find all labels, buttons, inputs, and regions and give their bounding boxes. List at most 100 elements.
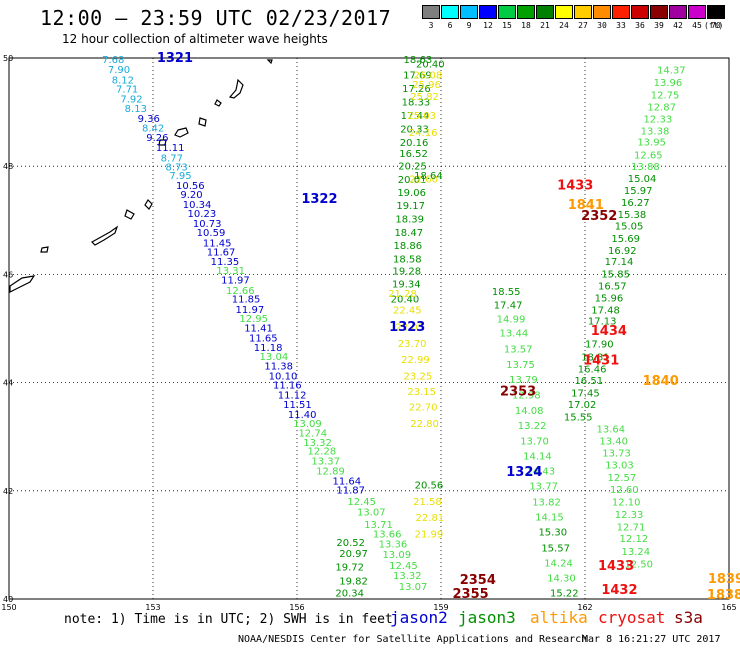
wave-height-value: 13.66 [373,529,402,540]
pass-labels: 1321 1322 1323 1324 1433 1434 1431 1433 1432 1841… [157,51,740,603]
wave-height-value: 11.97 [221,276,250,287]
wave-height-value: 20.16 [400,138,429,149]
wave-height-value: 11.67 [207,247,236,258]
wave-height-value: 19.06 [397,188,426,199]
island-outline [214,99,222,107]
wave-height-value: 20.56 [415,481,444,492]
wave-height-value: 11.85 [232,295,261,306]
pass-label: 1839 [708,572,740,587]
wave-height-value: 7.92 [120,94,142,105]
wave-height-value: 22.99 [401,355,430,366]
wave-height-value: 18.58 [393,254,422,265]
wave-height-value: 14.15 [535,513,564,524]
scale-tick-label: 70 [711,21,721,30]
wave-height-value: 20.33 [400,125,429,136]
pass-label: 2354 [460,573,496,588]
lon-tick-label: 153 [145,603,160,612]
wave-height-value: 13.36 [379,540,408,551]
wave-height-value: 8.77 [161,153,183,164]
wave-height-value: 12.75 [651,91,680,102]
wave-height-value: 13.32 [393,571,422,582]
wave-height-value: 17.02 [568,400,597,411]
wave-height-value: 10.10 [269,371,298,382]
island-outline [158,139,167,146]
wave-height-value: 13.77 [529,482,558,493]
wave-height-value: 22.80 [410,419,439,430]
wave-height-value: 26.08 [414,71,443,82]
pass-label: 1838 [707,588,740,603]
wave-height-value: 12.65 [634,151,663,162]
scale-swatch [650,5,668,19]
wave-height-value: 13.70 [520,436,549,447]
pass-label: 2355 [453,587,489,602]
scale-swatch [498,5,516,19]
wave-height-value: 13.09 [382,550,411,561]
wave-height-value: 14.43 [526,467,555,478]
wave-height-value: 11.18 [254,343,283,354]
wave-height-value: 22.81 [416,513,445,524]
lon-tick-label: 156 [289,603,304,612]
scale-tick-label: 21 [540,21,550,30]
wave-height-value: 12.98 [512,390,541,401]
island-outline [174,127,189,138]
wave-height-value: 12.10 [612,497,641,508]
track-cryosat-green: 18.55 17.47 14.99 13.44 13.57 13.75 13.79 12.98… [492,287,579,599]
wave-height-value: 22.70 [409,403,438,414]
wave-height-value: 13.31 [216,266,245,277]
page-title: 12:00 – 23:59 UTC 02/23/2017 [40,6,392,30]
scale-swatch [612,5,630,19]
wave-height-value: 23.70 [398,339,427,350]
wave-height-value: 11.97 [236,305,265,316]
wave-height-value: 15.85 [601,270,630,281]
satellite-label: cryosat [598,608,666,627]
pass-label: 1433 [557,178,593,193]
wave-height-value: 20.40 [391,295,420,306]
track-jason2-1321: 7.687.908.127.717.928.139.368.429.2611.1… [102,55,282,354]
wave-height-value: 18.33 [402,98,431,109]
scale-swatch [422,5,440,19]
wave-height-value: 13.82 [532,497,561,508]
wave-height-value: 17.90 [585,339,614,350]
track-altika-yellow: 20.4026.0825.9625.8225.0324.1622.6018.64… [388,60,444,541]
scale-swatch [536,5,554,19]
wave-height-value: 12.95 [239,314,268,325]
wave-height-value: 19.72 [335,562,364,573]
scale-swatch [669,5,687,19]
island-outline [124,209,135,220]
wave-height-value: 21.58 [413,497,442,508]
island-outline [91,225,119,246]
wave-height-value: 18.63 [404,55,433,66]
track-jason2-1323: 13.0411.3810.1011.1611.1211.5111.4013.09… [260,352,365,497]
satellite-label: s3a [674,608,703,627]
wave-height-value: 13.37 [311,456,340,467]
wave-height-value: 23.15 [407,387,436,398]
wave-height-value: 13.40 [599,436,628,447]
pass-label: 1840 [643,374,679,389]
wave-height-value: 15.55 [564,412,593,423]
wave-height-value: 10.34 [183,200,212,211]
satellite-label: jason2 [390,608,448,627]
scale-swatch [460,5,478,19]
scale-tick-label: 12 [483,21,493,30]
track-jason3-desc: 12.4513.0713.7113.6613.3613.0912.4513.32… [347,497,427,593]
axis-labels: 150 153 156 159 162 165 50 48 46 44 42 40 [1,54,736,612]
wave-height-value: 17.69 [403,71,432,82]
wave-height-value: 22.60 [409,174,438,185]
wave-height-value: 13.32 [303,438,332,449]
wave-height-value: 14.24 [544,559,573,570]
page-subtitle: 12 hour collection of altimeter wave hei… [62,32,328,46]
scale-swatch [707,5,725,19]
lat-tick-label: 48 [3,162,13,171]
pass-label: 1433 [598,559,634,574]
island-outline [40,246,49,253]
wave-height-value: 13.96 [654,78,683,89]
wave-height-value: 11.64 [333,476,362,487]
wave-height-value: 18.86 [393,241,422,252]
wave-height-value: 13.57 [504,344,533,355]
wave-height-value: 11.45 [203,238,232,249]
wave-height-value: 17.44 [401,111,430,122]
wave-height-value: 11.12 [278,390,307,401]
wave-height-value: 15.05 [615,221,644,232]
wave-height-value: 12.33 [615,510,644,521]
